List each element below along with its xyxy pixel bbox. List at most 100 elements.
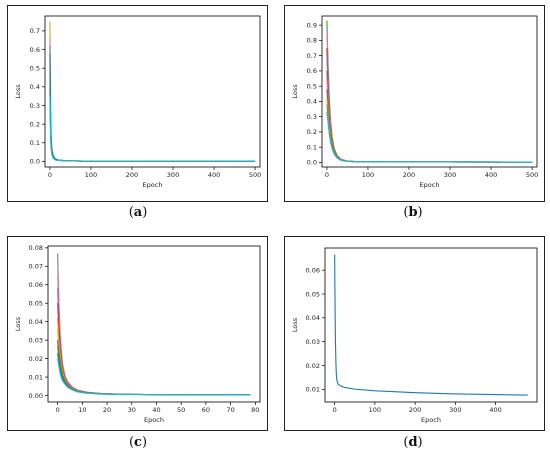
y-axis-label: Loss (14, 316, 22, 331)
x-tick-label: 30 (128, 406, 136, 414)
y-tick-label: 0.4 (307, 98, 317, 106)
y-tick-label: 0.5 (307, 82, 317, 90)
plot-frame (44, 15, 261, 168)
series-line-c-6 (57, 340, 251, 396)
x-tick-label: 200 (409, 406, 421, 414)
series-line-b-1 (326, 31, 533, 163)
panel-d: 0 100 200 300 400 0.01 0.02 0.03 0.04 0.05 0.06 Epo… (284, 236, 545, 431)
series-line-c-1 (57, 273, 251, 396)
x-tick-label: 50 (177, 406, 185, 414)
chart-c: 0 10 20 30 40 50 60 70 80 0.00 0.01 0.02 0.03 0.04 0.0… (14, 244, 261, 424)
y-tick-label: 0.8 (307, 37, 317, 45)
x-tick-label: 400 (489, 406, 501, 414)
caption-c: (c) (128, 435, 148, 450)
y-tick-label: 0.0 (307, 159, 317, 167)
x-axis-label: Epoch (144, 416, 164, 424)
y-tick-label: 0.05 (29, 300, 43, 308)
series-line-b-3 (326, 55, 533, 163)
series-line-b-7 (326, 98, 533, 163)
series-line-c-0 (57, 253, 251, 396)
plot-frame (324, 247, 538, 403)
series-line-b-9 (326, 112, 533, 163)
x-tick-label: 300 (444, 171, 456, 179)
y-tick-label: 0.06 (29, 281, 43, 289)
plot-frame (47, 245, 261, 403)
x-tick-label: 400 (485, 171, 497, 179)
x-tick-label: 400 (208, 171, 220, 179)
panel-a: 0 100 200 300 400 500 0.0 0.1 0.2 0.3 0.4 0.5 0.6 0.7… (7, 5, 268, 202)
x-tick-label: 0 (333, 406, 337, 414)
x-tick-label: 500 (249, 171, 261, 179)
x-tick-label: 200 (126, 171, 138, 179)
y-tick-label: 0.1 (307, 143, 317, 151)
chart-b: 0 100 200 300 400 500 0.0 0.1 0.2 0.3 0.4 0.5 0.6 0.7… (291, 15, 538, 189)
x-tick-label: 60 (202, 406, 210, 414)
caption-d: (d) (403, 435, 423, 450)
y-tick-label: 0.08 (29, 244, 43, 252)
y-tick-label: 0.04 (306, 314, 320, 322)
y-tick-label: 0.2 (307, 128, 317, 136)
series-line-c-4 (57, 317, 251, 396)
x-tick-label: 200 (403, 171, 415, 179)
x-axis-label: Epoch (143, 181, 163, 189)
y-tick-label: 0.4 (30, 83, 40, 91)
y-tick-label: 0.7 (30, 27, 40, 35)
y-tick-label: 0.1 (30, 139, 40, 147)
x-tick-label: 0 (56, 406, 60, 414)
series-line-c-9 (57, 358, 251, 396)
x-tick-label: 80 (251, 406, 259, 414)
series-line-b-2 (326, 48, 533, 163)
x-tick-label: 300 (449, 406, 461, 414)
y-tick-label: 0.02 (306, 362, 320, 370)
y-tick-label: 0.01 (29, 373, 43, 381)
series-line-a-5 (49, 86, 256, 162)
series-line-d-0 (334, 254, 528, 396)
y-tick-label: 0.06 (306, 266, 320, 274)
y-tick-label: 0.0 (30, 158, 40, 166)
x-axis-label: Epoch (421, 416, 441, 424)
y-tick-label: 0.3 (30, 102, 40, 110)
x-axis-label: Epoch (420, 181, 440, 189)
y-tick-label: 0.2 (30, 120, 40, 128)
y-tick-label: 0.05 (306, 290, 320, 298)
caption-a: (a) (128, 205, 148, 220)
y-tick-label: 0.00 (29, 392, 43, 400)
x-tick-label: 0 (325, 171, 329, 179)
series-line-b-4 (326, 70, 533, 163)
series-line-b-5 (326, 78, 533, 163)
series-line-c-5 (57, 329, 251, 396)
series-line-c-8 (57, 353, 251, 396)
series-line-a-3 (49, 68, 256, 162)
panel-c: 0 10 20 30 40 50 60 70 80 0.00 0.01 0.02 0.03 0.04 0.0… (7, 236, 268, 431)
y-tick-label: 0.04 (29, 318, 43, 326)
y-tick-label: 0.07 (29, 263, 43, 271)
panel-b: 0 100 200 300 400 500 0.0 0.1 0.2 0.3 0.4 0.5 0.6 0.7… (284, 5, 545, 202)
y-tick-label: 0.5 (30, 64, 40, 72)
chart-d: 0 100 200 300 400 0.01 0.02 0.03 0.04 0.05 0.06 Epo… (291, 247, 538, 424)
x-tick-label: 100 (369, 406, 381, 414)
y-axis-label: Loss (291, 84, 299, 99)
caption-b: (b) (403, 205, 423, 220)
y-axis-label: Loss (14, 84, 22, 99)
y-tick-label: 0.7 (307, 52, 317, 60)
x-tick-label: 0 (48, 171, 52, 179)
series-line-a-7 (49, 96, 256, 162)
x-tick-label: 70 (226, 406, 234, 414)
series-line-a-2 (49, 45, 256, 162)
x-tick-label: 100 (362, 171, 374, 179)
series-line-b-0 (326, 20, 533, 163)
x-tick-label: 40 (152, 406, 160, 414)
series-line-a-6 (49, 53, 256, 162)
y-tick-label: 0.6 (307, 67, 317, 75)
x-tick-label: 20 (103, 406, 111, 414)
series-line-a-4 (49, 77, 256, 162)
series-line-a-0 (49, 21, 256, 162)
series-line-c-2 (57, 288, 251, 396)
series-line-c-7 (57, 345, 251, 396)
y-axis-label: Loss (291, 317, 299, 332)
y-tick-label: 0.9 (307, 21, 317, 29)
series-line-c-3 (57, 303, 251, 396)
y-tick-label: 0.02 (29, 355, 43, 363)
y-tick-label: 0.03 (306, 338, 320, 346)
y-tick-label: 0.6 (30, 46, 40, 54)
